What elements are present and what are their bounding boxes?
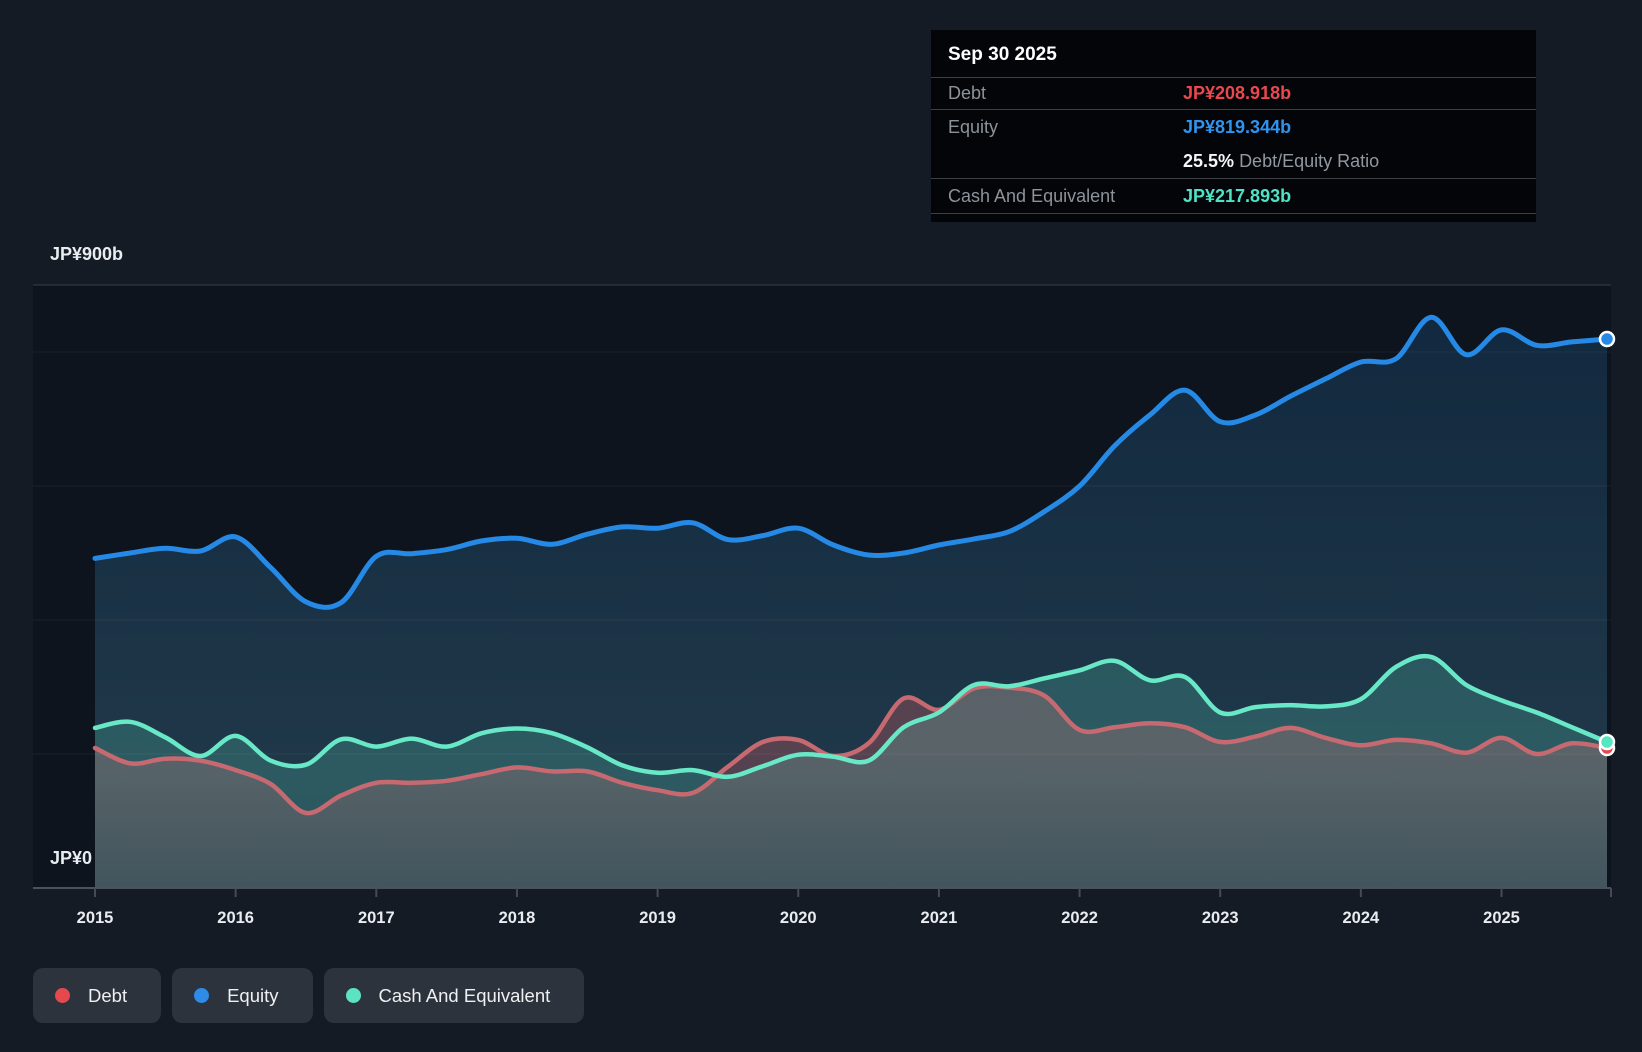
tooltip-cash-value: JP¥217.893b — [1183, 186, 1291, 207]
x-label-2024: 2024 — [1343, 909, 1381, 927]
end-marker-equity — [1600, 332, 1614, 346]
x-label-2019: 2019 — [639, 909, 676, 927]
tooltip-ratio-label: Debt/Equity Ratio — [1239, 151, 1379, 171]
cash-dot-icon — [346, 988, 361, 1003]
tooltip-row-ratio: 25.5% Debt/Equity Ratio — [931, 144, 1536, 179]
y-label-max: JP¥900b — [50, 244, 123, 264]
y-label-zero: JP¥0 — [50, 848, 92, 868]
legend-item-debt[interactable]: Debt — [33, 968, 161, 1023]
equity-dot-icon — [194, 988, 209, 1003]
x-label-2020: 2020 — [780, 909, 817, 927]
tooltip-equity-value: JP¥819.344b — [1183, 117, 1291, 138]
tooltip-date: Sep 30 2025 — [931, 30, 1536, 78]
x-label-2015: 2015 — [77, 909, 114, 927]
tooltip-row-cash: Cash And Equivalent JP¥217.893b — [931, 179, 1536, 214]
x-label-2025: 2025 — [1483, 909, 1520, 927]
x-label-2016: 2016 — [217, 909, 254, 927]
x-label-2023: 2023 — [1202, 909, 1239, 927]
legend-item-equity[interactable]: Equity — [172, 968, 312, 1023]
legend-debt-label: Debt — [88, 985, 127, 1007]
legend-cash-label: Cash And Equivalent — [379, 985, 551, 1007]
tooltip-debt-label: Debt — [948, 83, 1183, 104]
legend-equity-label: Equity — [227, 985, 278, 1007]
tooltip-cash-label: Cash And Equivalent — [948, 186, 1183, 207]
tooltip-equity-label: Equity — [948, 117, 1183, 138]
legend-item-cash[interactable]: Cash And Equivalent — [324, 968, 585, 1023]
x-label-2021: 2021 — [921, 909, 958, 927]
legend: Debt Equity Cash And Equivalent — [33, 968, 584, 1023]
tooltip-row-equity: Equity JP¥819.344b — [931, 110, 1536, 144]
debt-dot-icon — [55, 988, 70, 1003]
tooltip-ratio-value: 25.5% — [1183, 151, 1234, 171]
x-label-2022: 2022 — [1061, 909, 1098, 927]
x-label-2018: 2018 — [499, 909, 536, 927]
x-label-2017: 2017 — [358, 909, 395, 927]
tooltip-ratio: 25.5% Debt/Equity Ratio — [1183, 151, 1379, 172]
end-marker-cash — [1600, 735, 1614, 749]
tooltip-debt-value: JP¥208.918b — [1183, 83, 1291, 104]
tooltip-row-debt: Debt JP¥208.918b — [931, 78, 1536, 110]
tooltip: Sep 30 2025 Debt JP¥208.918b Equity JP¥8… — [931, 30, 1536, 222]
